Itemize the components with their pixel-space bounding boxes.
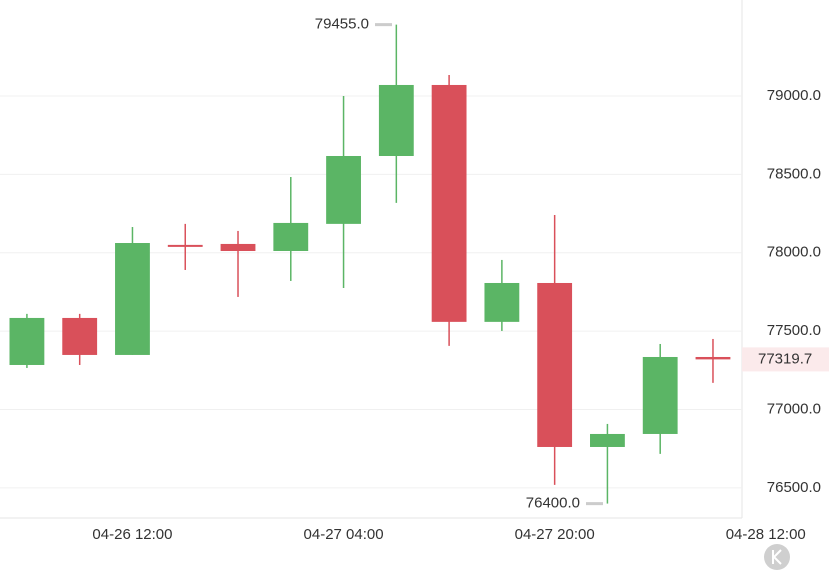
scroll-button-bg[interactable] <box>764 544 790 570</box>
x-tick-label: 04-28 12:00 <box>726 526 806 543</box>
y-tick-label: 78500.0 <box>767 165 821 182</box>
last-price-bg <box>742 347 829 372</box>
candle-body <box>695 356 731 360</box>
candle-body <box>590 433 625 447</box>
candle-body <box>9 317 45 365</box>
candle-body <box>642 356 678 434</box>
candle-body <box>62 317 98 355</box>
x-tick-label: 04-26 12:00 <box>92 526 172 543</box>
scroll-button-icon[interactable] <box>772 549 782 565</box>
candle-body <box>537 282 573 447</box>
scroll-button[interactable] <box>764 544 790 570</box>
candle-body <box>167 244 203 247</box>
y-tick-label: 77500.0 <box>767 322 821 339</box>
y-tick-label: 79000.0 <box>767 87 821 104</box>
candle-body <box>220 243 256 252</box>
x-tick-label: 04-27 04:00 <box>304 526 384 543</box>
candle-body <box>431 84 467 322</box>
x-tick-label: 04-27 20:00 <box>515 526 595 543</box>
candle-body <box>273 222 309 252</box>
candle-body <box>115 243 150 355</box>
y-tick-label: 76500.0 <box>767 479 821 496</box>
y-tick-label: 77000.0 <box>767 400 821 417</box>
candle-body <box>484 282 520 322</box>
candle-body <box>326 155 361 224</box>
candle-body <box>378 84 414 156</box>
high-label: 79455.0 <box>315 16 369 33</box>
low-label: 76400.0 <box>526 495 580 512</box>
last-price-label: 77319.7 <box>758 350 812 367</box>
y-tick-label: 78000.0 <box>767 244 821 261</box>
